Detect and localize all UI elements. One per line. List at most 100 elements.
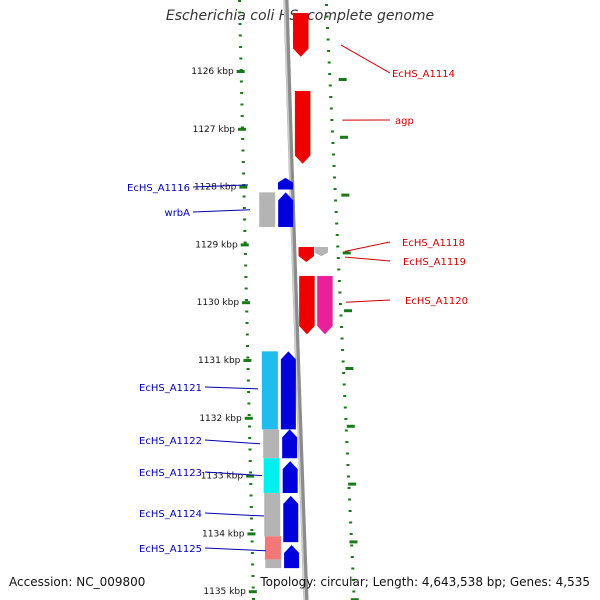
forward-gene-EcHS_A1119[interactable] [314, 247, 329, 257]
track-dot [242, 207, 246, 209]
track-dot [338, 303, 342, 305]
track-dot [349, 521, 353, 524]
track-dot [331, 142, 335, 144]
track-tick-dash [341, 193, 350, 197]
gene-label-wrbA[interactable]: wrbA [165, 208, 191, 219]
track-dot [325, 15, 329, 18]
track-tick-dash [238, 127, 247, 131]
reverse-gene-EcHS_A1124[interactable] [283, 495, 299, 543]
track-tick-dash [247, 532, 256, 536]
forward-gene-agp[interactable] [294, 90, 311, 164]
track-dot [329, 96, 333, 98]
backbone [283, 0, 309, 600]
label-leader [192, 209, 251, 213]
label-leader [344, 241, 391, 252]
track-dot [248, 437, 252, 439]
reverse-gene-EcHS_A1125[interactable] [284, 544, 300, 569]
gene-label-EcHS_A1119[interactable]: EcHS_A1119 [403, 257, 466, 268]
scale-tick-label: 1131 kbp [198, 356, 241, 366]
gene-label-EcHS_A1122[interactable]: EcHS_A1122 [139, 436, 202, 447]
track-dot [326, 27, 330, 29]
track-dot [243, 230, 247, 232]
track-dot [327, 61, 331, 64]
forward-gene-EcHS_A1118[interactable] [298, 247, 315, 263]
gene-label-EcHS_A1118[interactable]: EcHS_A1118 [402, 238, 465, 249]
track-dot [337, 268, 341, 271]
track-dot [333, 188, 337, 190]
track-dot [327, 50, 331, 52]
track-dot [326, 38, 330, 41]
track-dot [342, 383, 346, 386]
gene-label-EcHS_A1120[interactable]: EcHS_A1120 [405, 296, 468, 307]
gene-label-EcHS_A1121[interactable]: EcHS_A1121 [139, 383, 202, 394]
accession-text: Accession: NC_009800 [9, 575, 146, 589]
track-dot [241, 138, 245, 140]
track-dot [240, 126, 244, 129]
track-dot [347, 487, 351, 489]
reverse-gene-EcHS_A1122[interactable] [282, 429, 298, 459]
track-dot [351, 567, 355, 570]
track-dot [339, 314, 343, 317]
track-dot [250, 529, 254, 531]
track-dot [241, 161, 245, 163]
track-dot [347, 475, 351, 478]
reverse-gene-EcHS_A1116[interactable] [277, 177, 293, 190]
track-dot [245, 322, 249, 324]
track-dot [246, 368, 250, 370]
track-dot [244, 264, 248, 267]
track-dot [245, 310, 249, 313]
track-dot [248, 460, 252, 462]
track-dot [248, 448, 252, 451]
scale-tick-label: 1134 kbp [202, 529, 245, 539]
track-dot [250, 552, 254, 554]
forward-gene-EcHS_A1114[interactable] [293, 12, 309, 57]
forward-genes[interactable] [293, 12, 333, 335]
track-dot [250, 517, 254, 520]
track-dot [251, 586, 255, 589]
track-dot [246, 345, 250, 347]
track-tick-dash [340, 135, 349, 139]
track-tick-dash [236, 70, 245, 73]
gene-label-EcHS_A1125[interactable]: EcHS_A1125 [139, 544, 202, 555]
track-dot [247, 391, 251, 393]
label-leader [204, 386, 259, 390]
track-tick-dash [244, 416, 253, 420]
track-dot [331, 153, 335, 156]
track-dot [243, 253, 247, 255]
scale-tick-label: 1129 kbp [195, 240, 238, 250]
track-dot [243, 241, 247, 244]
track-dot [346, 464, 350, 466]
track-dot [329, 107, 333, 110]
track-dot [333, 176, 337, 179]
reverse-genes[interactable] [277, 177, 300, 569]
gene-label-EcHS_A1116[interactable]: EcHS_A1116 [127, 183, 190, 194]
gene-label-EcHS_A1124[interactable]: EcHS_A1124 [139, 509, 202, 520]
scale-tick-label: 1133 kbp [201, 472, 244, 482]
cog-box [261, 351, 278, 430]
forward-gene-EcHS_A1120[interactable] [299, 275, 315, 335]
track-dot [328, 84, 332, 87]
track-dot [238, 23, 242, 25]
track-tick-dash [344, 309, 353, 313]
track-dot [246, 379, 250, 382]
track-dot [348, 510, 352, 512]
track-dot [238, 11, 242, 14]
track-dot [244, 276, 248, 278]
track-dot [350, 556, 354, 558]
gene-label-EcHS_A1123[interactable]: EcHS_A1123 [139, 468, 202, 479]
cog-box [265, 559, 282, 569]
forward-gene-EcHS_A1120b[interactable] [317, 275, 333, 335]
track-dot [240, 92, 244, 94]
gene-label-EcHS_A1114[interactable]: EcHS_A1114 [392, 69, 455, 80]
track-dot [249, 506, 253, 508]
track-dot [246, 356, 250, 359]
reverse-gene-EcHS_A1123[interactable] [282, 461, 298, 493]
gene-label-agp[interactable]: agp [395, 116, 414, 127]
label-leader [345, 256, 391, 262]
label-leader [204, 439, 261, 445]
reverse-gene-wrbA[interactable] [278, 192, 294, 228]
reverse-gene-EcHS_A1121[interactable] [280, 351, 296, 430]
track-dot [238, 0, 241, 2]
